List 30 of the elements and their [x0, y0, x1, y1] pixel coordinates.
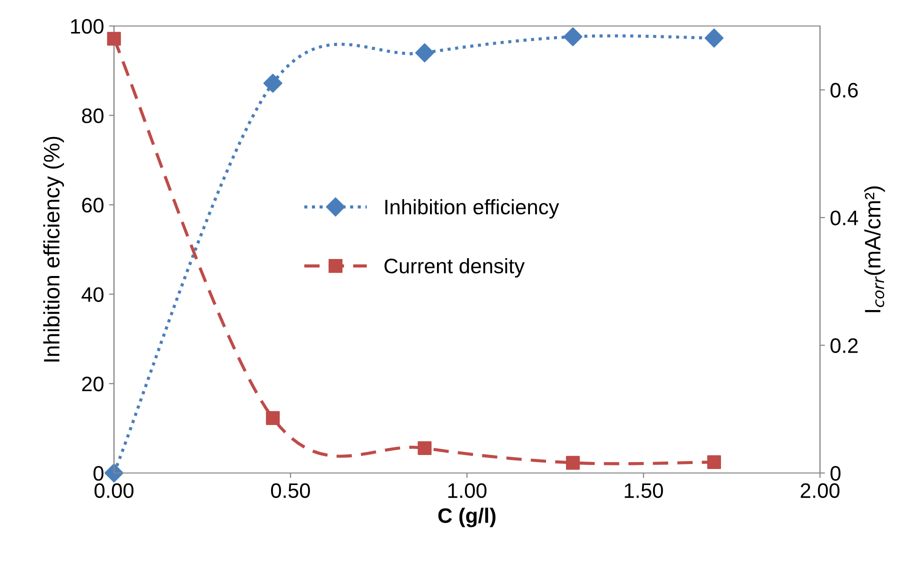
point — [266, 411, 280, 425]
point — [566, 456, 580, 470]
y2-tick-label: 0.4 — [830, 210, 858, 226]
x-tick-label: 0.50 — [271, 483, 310, 498]
y-tick-label: 80 — [82, 108, 104, 124]
legend-label: Inhibition efficiency — [385, 199, 560, 219]
point — [415, 43, 434, 62]
x-tick-label: 0.00 — [94, 483, 134, 498]
point — [563, 27, 582, 46]
y2-tick-label: 0.6 — [830, 82, 858, 98]
x-axis-title: C (g/l) — [438, 508, 496, 528]
y-tick-label: 20 — [82, 376, 104, 392]
y-tick-label: 0 — [94, 466, 104, 481]
y-axis-title: Inhibition efficiency (%) — [43, 136, 64, 362]
point — [107, 32, 121, 46]
point — [704, 28, 724, 48]
point — [263, 74, 282, 93]
y2-tick-label: 0 — [830, 466, 840, 481]
y-tick-label: 60 — [82, 198, 104, 213]
point — [104, 464, 124, 482]
x-tick-label: 2.00 — [800, 483, 840, 498]
y2-tick-label: 0.2 — [830, 338, 858, 354]
x-tick-label: 1.50 — [624, 483, 663, 498]
y-tick-label: 40 — [82, 287, 104, 302]
point — [707, 455, 722, 470]
y-tick-label: 100 — [71, 19, 104, 34]
legend-label: Current density — [384, 258, 525, 278]
x-tick-label: 1.00 — [448, 483, 486, 498]
point — [418, 441, 432, 455]
y2-axis-title: I$_{corr}$(mA/cm²) — [864, 186, 885, 312]
